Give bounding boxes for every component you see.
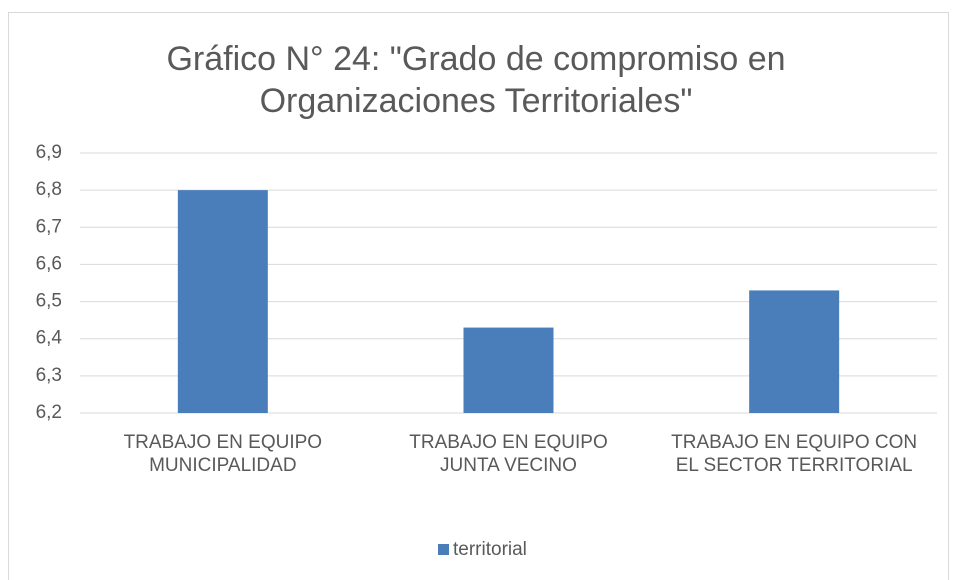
y-tick-label: 6,2 xyxy=(36,402,62,423)
y-tick-label: 6,3 xyxy=(36,365,62,386)
x-tick-label: TRABAJO EN EQUIPO JUNTA VECINO xyxy=(409,432,608,476)
y-tick-label: 6,6 xyxy=(36,253,62,274)
legend-label: territorial xyxy=(453,539,527,560)
y-tick-label: 6,9 xyxy=(36,142,62,163)
bar xyxy=(463,327,554,413)
y-tick-label: 6,7 xyxy=(36,216,62,237)
y-tick-label: 6,8 xyxy=(36,179,62,200)
bar xyxy=(749,290,840,413)
y-tick-label: 6,4 xyxy=(36,328,63,349)
x-tick-label: TRABAJO EN EQUIPO CON EL SECTOR TERRITOR… xyxy=(671,432,918,476)
bar xyxy=(177,190,268,413)
legend-swatch xyxy=(438,544,449,555)
chart-title: Gráfico N° 24: "Grado de compromiso en O… xyxy=(166,40,786,120)
x-tick-label: TRABAJO EN EQUIPO MUNICIPALIDAD xyxy=(123,432,323,476)
y-tick-label: 6,5 xyxy=(36,291,62,312)
